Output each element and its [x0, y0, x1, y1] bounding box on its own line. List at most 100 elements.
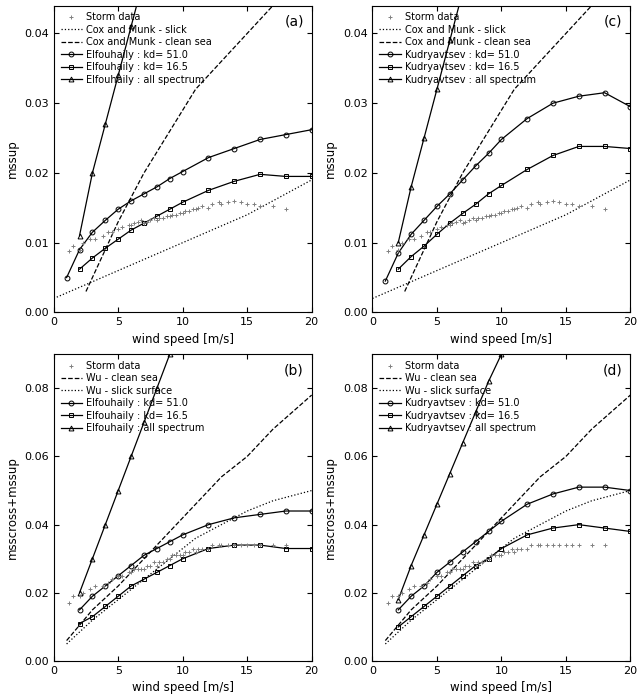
- Elfouhaily : all spectrum: (5, 0.034): all spectrum: (5, 0.034): [114, 71, 122, 80]
- Storm data: [150, 558, 158, 566]
- Cox and Munk - slick: [498, 239, 505, 247]
- Elfouhaily : kd= 16.5: (7, 0.024): kd= 16.5: (7, 0.024): [140, 575, 148, 583]
- Kudryavtsev : kd= 51.0: (14, 0.03): kd= 51.0: (14, 0.03): [549, 99, 557, 107]
- Storm data: [163, 212, 171, 220]
- Storm data: [449, 219, 457, 228]
- Kudryavtsev : kd= 16.5: (2, 0.01): kd= 16.5: (2, 0.01): [394, 623, 402, 631]
- Wu - slick surface: [166, 554, 174, 563]
- Storm data: [513, 545, 521, 553]
- Elfouhaily : all spectrum: (4, 0.027): all spectrum: (4, 0.027): [102, 120, 109, 128]
- Elfouhaily : kd= 16.5: (9, 0.028): kd= 16.5: (9, 0.028): [166, 561, 174, 570]
- Wu - slick surface: [459, 575, 467, 583]
- Kudryavtsev : kd= 16.5: (8, 0.0155): kd= 16.5: (8, 0.0155): [472, 200, 480, 209]
- Kudryavtsev : kd= 16.5: (16, 0.04): kd= 16.5: (16, 0.04): [575, 520, 583, 528]
- Storm data: [69, 592, 77, 601]
- Kudryavtsev : all spectrum: (11, 0.098): all spectrum: (11, 0.098): [511, 323, 518, 331]
- Storm data: [80, 589, 87, 597]
- Storm data: [601, 541, 608, 550]
- Wu - slick surface: [63, 640, 71, 648]
- Elfouhaily : kd= 51.0: (16, 0.043): kd= 51.0: (16, 0.043): [256, 510, 264, 519]
- Kudryavtsev : kd= 51.0: (18, 0.0315): kd= 51.0: (18, 0.0315): [601, 88, 608, 97]
- Text: (d): (d): [603, 363, 622, 377]
- Storm data: [69, 242, 77, 251]
- Storm data: [469, 558, 477, 566]
- Kudryavtsev : kd= 16.5: (20, 0.0235): kd= 16.5: (20, 0.0235): [626, 144, 634, 153]
- Kudryavtsev : all spectrum: (5, 0.032): all spectrum: (5, 0.032): [433, 85, 441, 93]
- Wu - clean sea: [308, 391, 316, 399]
- Elfouhaily : kd= 16.5: (12, 0.033): kd= 16.5: (12, 0.033): [204, 545, 212, 553]
- Storm data: [150, 214, 158, 223]
- Storm data: [508, 205, 516, 214]
- Wu - slick surface: [588, 496, 595, 505]
- Storm data: [166, 212, 174, 220]
- Storm data: [176, 551, 184, 559]
- Kudryavtsev : kd= 51.0: (6, 0.029): kd= 51.0: (6, 0.029): [446, 558, 454, 566]
- Storm data: [192, 547, 199, 556]
- Storm data: [543, 198, 550, 206]
- Elfouhaily : kd= 51.0: (20, 0.0262): kd= 51.0: (20, 0.0262): [308, 125, 316, 134]
- Elfouhaily : kd= 51.0: (7, 0.017): kd= 51.0: (7, 0.017): [140, 190, 148, 198]
- Storm data: [108, 575, 116, 583]
- Storm data: [444, 221, 451, 230]
- Storm data: [230, 197, 238, 205]
- Storm data: [498, 551, 505, 559]
- Line: Elfouhaily : kd= 51.0: Elfouhaily : kd= 51.0: [77, 509, 314, 612]
- Storm data: [410, 235, 417, 244]
- Wu - slick surface: [485, 554, 493, 563]
- Storm data: [282, 205, 290, 214]
- Storm data: [472, 561, 480, 570]
- Elfouhaily : kd= 16.5: (9, 0.0148): kd= 16.5: (9, 0.0148): [166, 205, 174, 214]
- Kudryavtsev : kd= 16.5: (4, 0.016): kd= 16.5: (4, 0.016): [420, 602, 428, 610]
- Cox and Munk - clean sea: [82, 287, 90, 295]
- Storm data: [523, 204, 531, 212]
- Elfouhaily : kd= 16.5: (14, 0.034): kd= 16.5: (14, 0.034): [230, 541, 238, 550]
- Kudryavtsev : kd= 51.0: (4, 0.022): kd= 51.0: (4, 0.022): [420, 582, 428, 590]
- Cox and Munk - clean sea: [114, 218, 122, 226]
- Kudryavtsev : kd= 16.5: (5, 0.0112): kd= 16.5: (5, 0.0112): [433, 230, 441, 239]
- Storm data: [114, 225, 122, 233]
- Storm data: [156, 558, 163, 566]
- Kudryavtsev : all spectrum: (7, 0.064): all spectrum: (7, 0.064): [459, 439, 467, 447]
- Storm data: [504, 547, 512, 556]
- Storm data: [168, 551, 176, 559]
- Kudryavtsev : kd= 16.5: (5, 0.019): kd= 16.5: (5, 0.019): [433, 592, 441, 601]
- Wu - slick surface: [269, 496, 277, 505]
- Storm data: [556, 198, 563, 206]
- Elfouhaily : all spectrum: (7, 0.07): all spectrum: (7, 0.07): [140, 418, 148, 426]
- Kudryavtsev : kd= 51.0: (12, 0.0278): kd= 51.0: (12, 0.0278): [523, 114, 531, 122]
- Elfouhaily : kd= 16.5: (4, 0.016): kd= 16.5: (4, 0.016): [102, 602, 109, 610]
- Wu - slick surface: [433, 596, 441, 604]
- Kudryavtsev : kd= 51.0: (16, 0.051): kd= 51.0: (16, 0.051): [575, 483, 583, 491]
- Wu - clean sea: [140, 554, 148, 563]
- Cox and Munk - slick: [179, 239, 186, 247]
- Elfouhaily : kd= 16.5: (20, 0.033): kd= 16.5: (20, 0.033): [308, 545, 316, 553]
- Kudryavtsev : kd= 51.0: (7, 0.032): kd= 51.0: (7, 0.032): [459, 547, 467, 556]
- Elfouhaily : all spectrum: (6, 0.06): all spectrum: (6, 0.06): [127, 452, 135, 461]
- Storm data: [153, 216, 161, 225]
- Line: Elfouhaily : kd= 16.5: Elfouhaily : kd= 16.5: [77, 172, 314, 272]
- Wu - slick surface: [381, 640, 389, 648]
- Storm data: [192, 205, 199, 214]
- Wu - slick surface: [89, 616, 96, 624]
- Storm data: [462, 561, 469, 570]
- Elfouhaily : kd= 51.0: (9, 0.0192): kd= 51.0: (9, 0.0192): [166, 174, 174, 183]
- Wu - clean sea: [562, 452, 570, 461]
- Elfouhaily : kd= 51.0: (18, 0.044): kd= 51.0: (18, 0.044): [282, 507, 290, 515]
- Elfouhaily : all spectrum: (10, 0.1): all spectrum: (10, 0.1): [179, 316, 186, 324]
- Kudryavtsev : kd= 16.5: (18, 0.0238): kd= 16.5: (18, 0.0238): [601, 142, 608, 150]
- Wu - clean sea: [114, 582, 122, 590]
- Storm data: [243, 200, 251, 209]
- Line: Elfouhaily : all spectrum: Elfouhaily : all spectrum: [77, 284, 198, 595]
- Storm data: [269, 202, 277, 211]
- Wu - slick surface: [192, 534, 199, 542]
- Storm data: [204, 545, 212, 553]
- Storm data: [104, 228, 112, 237]
- Wu - clean sea: [381, 636, 389, 645]
- Cox and Munk - clean sea: [192, 85, 199, 93]
- Elfouhaily : kd= 51.0: (6, 0.028): kd= 51.0: (6, 0.028): [127, 561, 135, 570]
- Storm data: [500, 207, 508, 216]
- Elfouhaily : kd= 51.0: (9, 0.035): kd= 51.0: (9, 0.035): [166, 538, 174, 546]
- Storm data: [398, 239, 406, 247]
- Storm data: [130, 219, 138, 228]
- Storm data: [568, 200, 576, 209]
